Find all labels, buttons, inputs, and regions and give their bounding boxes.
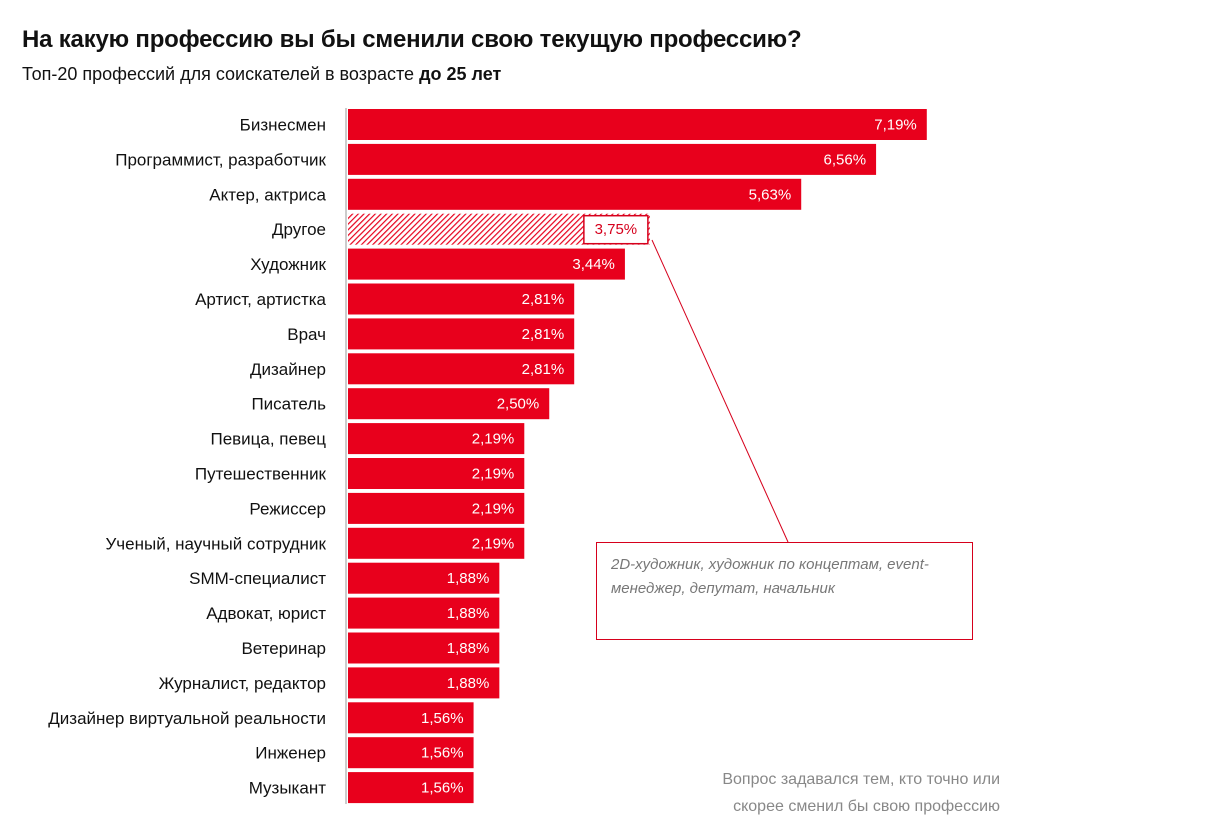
bar — [348, 458, 525, 489]
category-label: Журналист, редактор — [159, 674, 326, 693]
value-label: 3,44% — [572, 256, 615, 273]
value-label: 2,50% — [497, 396, 540, 413]
value-label: 2,19% — [472, 466, 515, 483]
category-label: Адвокат, юрист — [206, 604, 326, 623]
footnote: Вопрос задавался тем, кто точно или скор… — [640, 766, 1000, 820]
value-label: 7,19% — [874, 117, 917, 134]
category-label: Режиссер — [249, 499, 326, 518]
category-label: Артист, артистка — [195, 290, 326, 309]
bar — [348, 632, 500, 664]
category-label: Ветеринар — [241, 639, 326, 658]
bars-layer: Бизнесмен 7,19% Программист, разработчик 6,… — [48, 109, 927, 804]
value-label: 2,19% — [472, 431, 515, 448]
category-label: Бизнесмен — [240, 116, 326, 135]
category-label: Музыкант — [249, 779, 327, 798]
value-label-box — [583, 214, 649, 245]
category-label: Ученый, научный сотрудник — [106, 534, 327, 553]
bar — [348, 318, 575, 350]
bar — [348, 737, 474, 769]
bar — [348, 562, 500, 594]
bar — [348, 353, 575, 385]
subtitle-bold: до 25 лет — [419, 64, 502, 84]
value-label: 3,75% — [595, 221, 638, 238]
value-label: 1,88% — [447, 570, 490, 587]
value-label: 1,56% — [421, 745, 464, 762]
category-label: Программист, разработчик — [115, 150, 326, 169]
category-label: Путешественник — [195, 465, 327, 484]
category-label: Певица, певец — [210, 430, 326, 449]
bar — [348, 492, 525, 524]
value-label: 1,88% — [447, 605, 490, 622]
bar — [348, 178, 802, 210]
footnote-line-1: Вопрос задавался тем, кто точно или — [722, 771, 1000, 788]
bar — [348, 283, 575, 315]
category-label: Художник — [250, 255, 326, 274]
bar — [348, 248, 625, 280]
bar — [348, 772, 474, 804]
value-label: 2,19% — [472, 535, 515, 552]
annotation-box: 2D-художник, художник по концептам, even… — [596, 542, 973, 640]
category-label: Дизайнер — [250, 360, 326, 379]
value-label: 1,88% — [447, 675, 490, 692]
footnote-line-2: скорее сменил бы свою профессию — [733, 798, 1000, 815]
bar — [348, 667, 500, 699]
category-label: Другое — [272, 220, 326, 239]
bar — [348, 527, 525, 559]
value-label: 2,19% — [472, 500, 515, 517]
chart-title: На какую профессию вы бы сменили свою те… — [22, 26, 802, 53]
category-label: Писатель — [251, 395, 326, 414]
value-label: 2,81% — [522, 291, 565, 308]
category-label: Инженер — [255, 744, 326, 763]
bar — [348, 423, 525, 455]
annotation-text: 2D-художник, художник по концептам, even… — [611, 556, 929, 597]
bar — [348, 702, 474, 734]
value-label: 1,56% — [421, 710, 464, 727]
chart-subtitle: Топ-20 профессий для соискателей в возра… — [22, 64, 501, 85]
category-label: SMM-специалист — [189, 569, 326, 588]
value-label: 1,56% — [421, 780, 464, 797]
value-label: 2,81% — [522, 326, 565, 343]
bar — [348, 143, 877, 175]
value-label: 5,63% — [749, 186, 792, 203]
category-label: Дизайнер виртуальной реальности — [48, 709, 326, 728]
bar — [348, 109, 927, 140]
annotation-connector — [651, 239, 789, 543]
value-label: 1,88% — [447, 640, 490, 657]
value-label: 6,56% — [824, 151, 867, 168]
value-label: 2,81% — [522, 361, 565, 378]
bar — [348, 597, 500, 629]
bar — [348, 388, 550, 420]
category-label: Врач — [287, 325, 326, 344]
category-label: Актер, актриса — [209, 185, 326, 204]
subtitle-prefix: Топ-20 профессий для соискателей в возра… — [22, 64, 420, 84]
